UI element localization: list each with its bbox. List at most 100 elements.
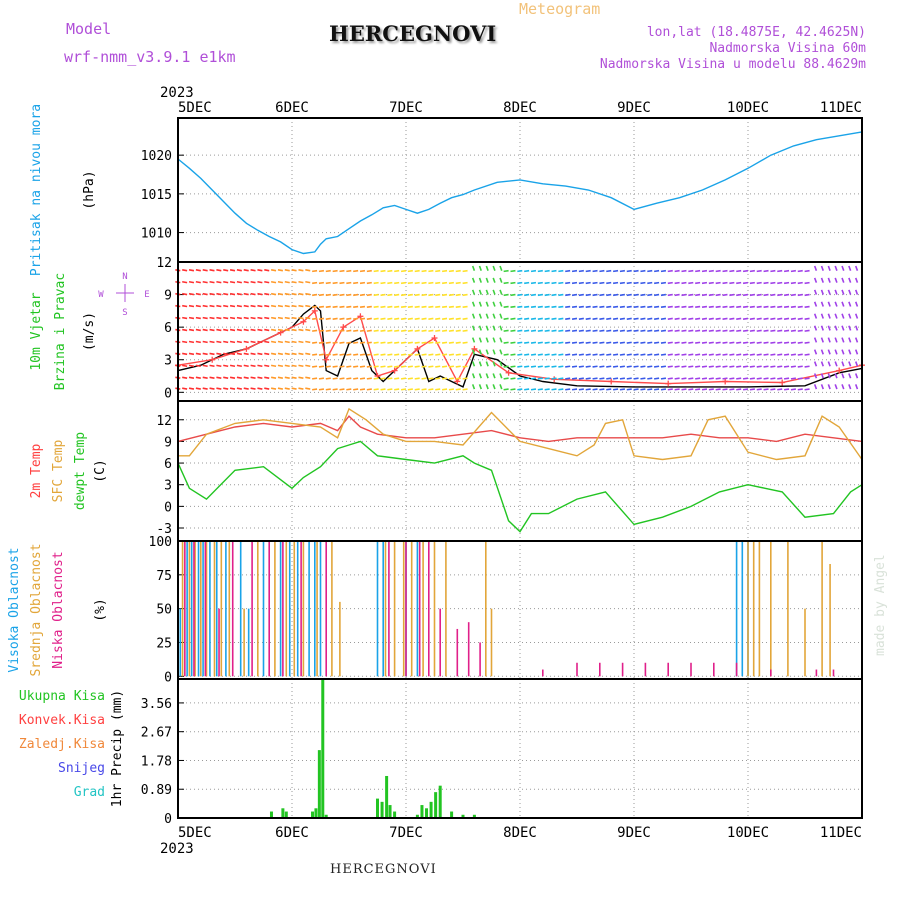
wind-arrow: [660, 365, 667, 368]
wind-arrow: [325, 269, 331, 273]
wind-arrow: [366, 305, 372, 309]
wind-arrow: [551, 305, 557, 309]
wind-arrow: [195, 304, 201, 308]
wind-arrow: [182, 352, 188, 356]
wind-arrow: [182, 280, 188, 284]
wind-arrow: [428, 341, 434, 344]
wind-arrow: [770, 329, 776, 332]
wind-arrow: [359, 353, 366, 356]
wind-arrow: [421, 305, 427, 309]
wind-arrow: [804, 317, 810, 320]
wind-arrow: [695, 269, 701, 273]
wind-arrow: [619, 317, 625, 320]
wind-arrow: [592, 365, 598, 368]
wind-arrow: [485, 289, 489, 295]
wind-arrow: [848, 373, 852, 379]
wind-arrow: [612, 329, 619, 332]
xtick-label-top: 6DEC: [275, 100, 309, 116]
xtick-label-bottom: 8DEC: [503, 825, 537, 841]
wind-arrow: [681, 269, 687, 273]
wind-arrow: [325, 281, 331, 285]
wind-arrow: [499, 349, 503, 355]
wind-arrow: [387, 388, 393, 391]
wind-arrow: [592, 317, 598, 320]
wind-arrow: [820, 349, 824, 355]
wind-arrow: [612, 281, 619, 285]
wind-arrow: [777, 365, 783, 368]
wind-arrow: [537, 377, 543, 380]
year-label-top: 2023: [160, 85, 194, 101]
wind-arrow: [270, 328, 277, 332]
wind-arrow: [448, 388, 454, 391]
wind-arrow: [284, 328, 290, 332]
wind-arrow: [633, 305, 639, 309]
wind-arrow: [291, 387, 297, 390]
wind-arrow: [551, 353, 557, 356]
bar: [690, 662, 692, 677]
wind-arrow: [284, 340, 290, 344]
wind-arrow: [325, 353, 331, 356]
wind-arrow: [756, 293, 762, 297]
wind-arrow: [606, 293, 612, 297]
wind-arrow: [421, 377, 427, 380]
wind-arrow: [400, 269, 407, 273]
wind-arrow: [722, 293, 728, 297]
wind-arrow: [592, 293, 598, 297]
wind-arrow: [517, 377, 523, 380]
bar: [747, 541, 749, 677]
wind-arrow: [742, 388, 749, 391]
wind-arrow: [633, 317, 639, 320]
wind-arrow: [797, 353, 803, 356]
wind-arrow: [318, 281, 325, 285]
wind-arrow: [827, 337, 831, 343]
wind-arrow: [462, 317, 468, 320]
wind-arrow: [565, 341, 571, 344]
wind-arrow: [202, 352, 208, 356]
wind-arrow: [312, 329, 318, 332]
wind-arrow: [524, 269, 530, 273]
page-title: HERCEGNOVI: [329, 21, 497, 46]
wind-arrow: [674, 317, 680, 320]
wind-arrow: [681, 281, 687, 285]
wind-arrow: [544, 388, 550, 391]
wind-arrow: [585, 293, 591, 297]
wind-arrow: [770, 377, 776, 380]
series-line: [177, 415, 863, 443]
wind-arrow: [394, 269, 400, 273]
wind-arrow: [854, 289, 859, 295]
wind-arrow: [394, 388, 400, 391]
wind-arrow: [435, 305, 441, 309]
wind-arrow: [626, 377, 632, 380]
bar: [415, 814, 419, 818]
wind-arrow: [578, 353, 584, 356]
wind-arrow: [804, 281, 810, 285]
ylabel: (hPa): [82, 170, 97, 209]
bar: [209, 541, 211, 677]
wind-arrow: [188, 269, 195, 272]
wind-arrow: [346, 353, 352, 356]
wind-arrow: [277, 304, 284, 308]
wind-arrow: [373, 353, 379, 356]
wind-arrow: [848, 361, 852, 367]
wind-arrow: [790, 377, 796, 380]
wind-arrow: [305, 292, 311, 296]
wind-arrow: [503, 281, 509, 285]
ylabel: Pritisak na nivou mora: [29, 104, 44, 276]
wind-arrow: [592, 269, 598, 273]
wind-arrow: [270, 387, 277, 390]
wind-arrow: [312, 305, 318, 309]
wind-arrow: [223, 304, 229, 308]
wind-arrow: [742, 281, 749, 285]
wind-arrow: [387, 341, 393, 344]
wind-arrow: [223, 280, 229, 284]
wind-arrow: [592, 377, 598, 380]
wind-arrow: [544, 293, 550, 297]
ytick-label: 12: [156, 256, 172, 271]
wind-arrow: [346, 365, 352, 368]
wind-arrow: [298, 316, 304, 320]
wind-arrow: [202, 376, 208, 379]
wind-arrow: [633, 281, 639, 285]
wind-arrow: [455, 329, 461, 332]
wind-arrow: [708, 341, 714, 344]
wind-arrow: [305, 340, 311, 344]
